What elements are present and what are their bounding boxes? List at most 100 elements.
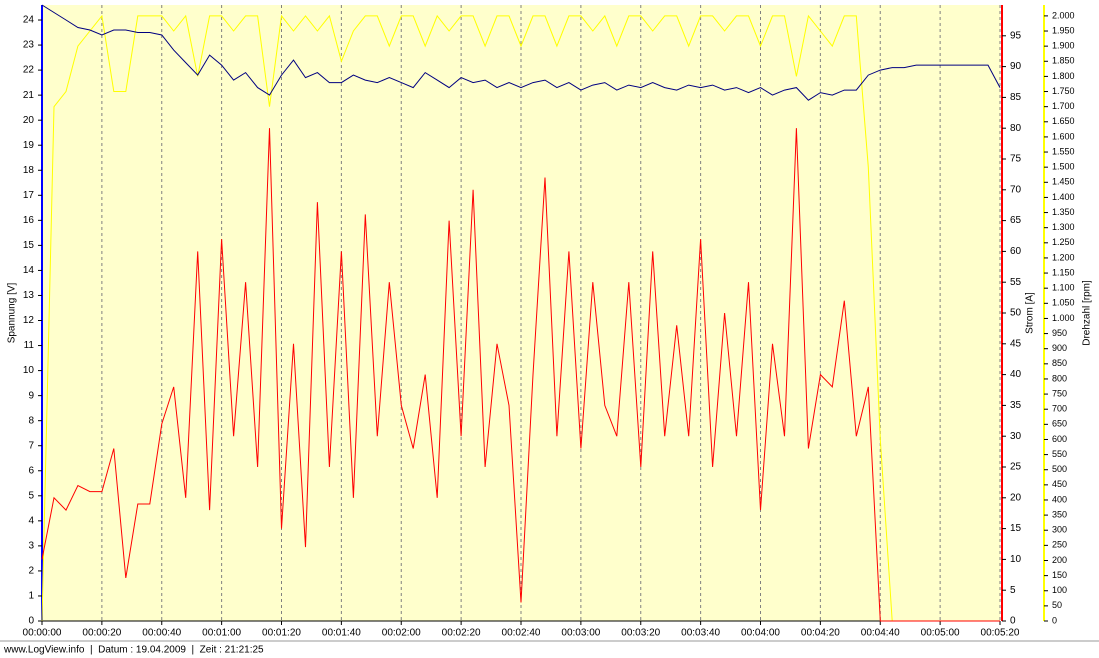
x-tick-label: 00:01:00 [202,628,241,639]
y-tick-label: 15 [23,240,35,251]
x-tick-label: 00:03:20 [621,628,660,639]
y-tick-label: 30 [1010,431,1022,442]
y-tick-label: 200 [1052,555,1067,565]
y-tick-label: 2 [28,566,34,577]
y-tick-label: 0 [1052,615,1057,625]
x-tick-label: 00:04:20 [801,628,840,639]
y-tick-label: 90 [1010,61,1022,72]
y-tick-label: 100 [1052,585,1067,595]
y-tick-label: 8 [28,415,34,426]
y-tick-label: 19 [23,140,35,151]
y-tick-label: 15 [1010,523,1022,534]
y-tick-label: 23 [23,40,35,51]
y-tick-label: 1.150 [1052,267,1075,277]
y-tick-label: 18 [23,165,35,176]
y-tick-label: 950 [1052,328,1067,338]
y-tick-label: 60 [1010,246,1022,257]
y-tick-label: 16 [23,215,35,226]
y-tick-label: 4 [28,515,34,526]
y-tick-label: 35 [1010,400,1022,411]
y-tick-label: 45 [1010,338,1022,349]
x-tick-label: 00:04:00 [741,628,780,639]
y-tick-label: 65 [1010,215,1022,226]
x-tick-label: 00:02:40 [502,628,541,639]
y-tick-label: 0 [1010,616,1016,627]
y-tick-label: 20 [23,115,35,126]
y-tick-label: 55 [1010,277,1022,288]
y-tick-label: 5 [1010,585,1016,596]
y-tick-label: 10 [23,365,35,376]
y-tick-label: 9 [28,390,34,401]
x-tick-label: 00:03:00 [561,628,600,639]
y-tick-label: 13 [23,290,35,301]
y-tick-label: 95 [1010,30,1022,41]
y-tick-label: 1.850 [1052,56,1075,66]
y-tick-label: 40 [1010,369,1022,380]
y-tick-label: 0 [28,616,34,627]
y-tick-label: 1.800 [1052,71,1075,81]
y-tick-label: 1.450 [1052,177,1075,187]
y-tick-label: 14 [23,265,35,276]
y-tick-label: 1.100 [1052,283,1075,293]
series-line [41,4,1001,101]
footer: www.LogView.info | Datum : 19.04.2009 | … [3,645,264,656]
y-tick-label: 800 [1052,373,1067,383]
y-tick-label: 1.200 [1052,252,1075,262]
y-tick-label: 1.550 [1052,146,1075,156]
y-tick-label: 500 [1052,464,1067,474]
y-tick-label: 600 [1052,434,1067,444]
y-tick-label: 400 [1052,494,1067,504]
y-axis-title: Spannung [V] [7,282,18,343]
y-tick-label: 300 [1052,525,1067,535]
x-tick-label: 00:04:40 [861,628,900,639]
x-tick-label: 00:01:40 [322,628,361,639]
x-tick-label: 00:01:20 [262,628,301,639]
y-tick-label: 1.650 [1052,116,1075,126]
y-tick-label: 1 [28,591,34,602]
y-tick-label: 3 [28,541,34,552]
y-tick-label: 20 [1010,492,1022,503]
y-tick-label: 1.500 [1052,162,1075,172]
y-tick-label: 250 [1052,540,1067,550]
y2-axis-title: Strom [A] [1025,292,1036,334]
y-tick-label: 5 [28,490,34,501]
y-tick-label: 24 [23,15,35,26]
y-tick-label: 80 [1010,123,1022,134]
series-line [41,14,1000,622]
y-tick-label: 50 [1052,600,1062,610]
y-tick-label: 450 [1052,479,1067,489]
y-tick-label: 2.000 [1052,10,1075,20]
y-tick-label: 7 [28,440,34,451]
y-tick-label: 1.350 [1052,207,1075,217]
y-tick-label: 11 [24,340,35,351]
x-tick-label: 00:00:40 [142,628,181,639]
y-tick-label: 650 [1052,419,1067,429]
y-tick-label: 1.700 [1052,101,1075,111]
y-tick-label: 1.050 [1052,298,1075,308]
y-tick-label: 700 [1052,404,1067,414]
y-tick-label: 70 [1010,184,1022,195]
y-tick-label: 350 [1052,509,1067,519]
y-tick-label: 10 [1010,554,1022,565]
y-tick-label: 50 [1010,308,1022,319]
y-tick-label: 850 [1052,358,1067,368]
y-tick-label: 85 [1010,92,1022,103]
y-tick-label: 550 [1052,449,1067,459]
y-tick-label: 150 [1052,570,1067,580]
y-tick-label: 21 [23,90,35,101]
y-tick-label: 22 [23,65,35,76]
y-tick-label: 25 [1010,462,1022,473]
y-tick-label: 1.000 [1052,313,1075,323]
y-tick-label: 900 [1052,343,1067,353]
y-tick-label: 1.400 [1052,192,1075,202]
y-tick-label: 1.750 [1052,86,1075,96]
y-tick-label: 12 [23,315,35,326]
y-tick-label: 6 [28,465,34,476]
y-tick-label: 1.300 [1052,222,1075,232]
y-tick-label: 1.900 [1052,41,1075,51]
x-tick-label: 00:03:40 [681,628,720,639]
x-tick-label: 00:02:20 [442,628,481,639]
y-tick-label: 1.600 [1052,131,1075,141]
